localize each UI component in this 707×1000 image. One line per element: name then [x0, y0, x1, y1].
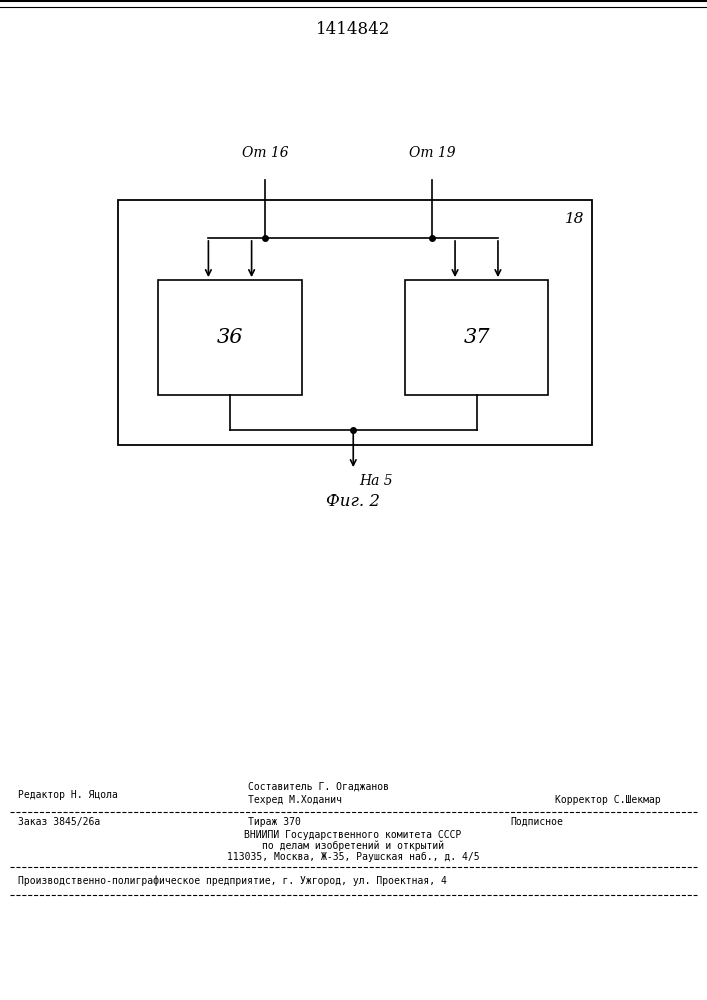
Text: ВНИИПИ Государственного комитета СССР: ВНИИПИ Государственного комитета СССР	[245, 830, 462, 840]
Text: 1414842: 1414842	[316, 21, 390, 38]
Text: Фиг. 2: Фиг. 2	[326, 493, 380, 510]
Text: Составитель Г. Огаджанов: Составитель Г. Огаджанов	[248, 782, 389, 792]
Text: 36: 36	[217, 328, 243, 347]
Bar	[405, 280, 548, 395]
Text: Тираж 370: Тираж 370	[248, 817, 301, 827]
Text: 113035, Москва, Ж-35, Раушская наб., д. 4/5: 113035, Москва, Ж-35, Раушская наб., д. …	[227, 852, 479, 862]
Bar	[158, 280, 302, 395]
Text: Корректор С.Шекмар: Корректор С.Шекмар	[555, 795, 661, 805]
Text: На 5: На 5	[359, 474, 393, 488]
Text: Заказ 3845/26а: Заказ 3845/26а	[18, 817, 100, 827]
Text: 37: 37	[463, 328, 490, 347]
Text: Редактор Н. Яцола: Редактор Н. Яцола	[18, 790, 118, 800]
Text: От 19: От 19	[409, 146, 455, 160]
Text: От 16: От 16	[242, 146, 288, 160]
Text: Техред М.Ходанич: Техред М.Ходанич	[248, 795, 342, 805]
Text: 18: 18	[564, 212, 584, 226]
Bar	[118, 200, 592, 445]
Text: Производственно-полиграфическое предприятие, г. Ужгород, ул. Проектная, 4: Производственно-полиграфическое предприя…	[18, 876, 447, 886]
Text: Подписное: Подписное	[510, 817, 563, 827]
Text: по делам изобретений и открытий: по делам изобретений и открытий	[262, 841, 444, 851]
